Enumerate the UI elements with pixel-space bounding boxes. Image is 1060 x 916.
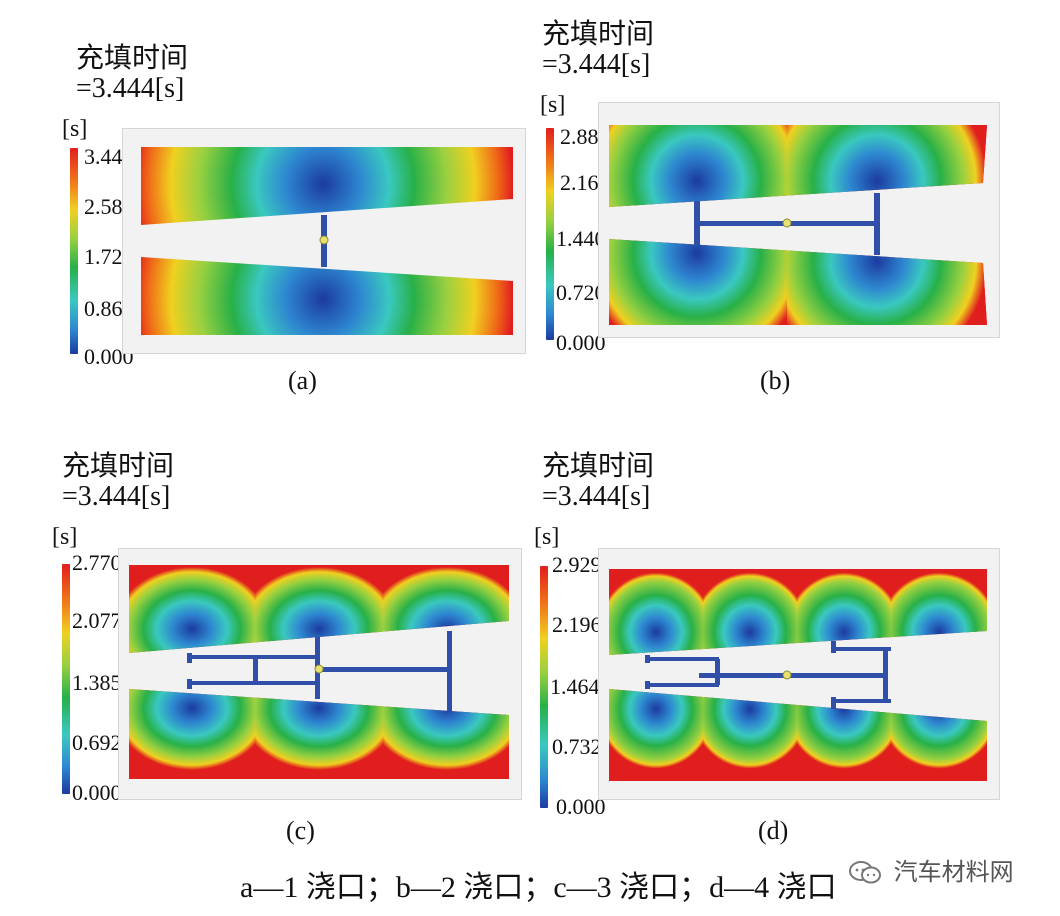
watermark-text: 汽车材料网 <box>893 858 1014 886</box>
panel-a-upper-part <box>141 147 513 225</box>
panel-b-upper-left-zone <box>609 125 787 207</box>
panel-b-upper-right-zone <box>787 125 987 196</box>
panel-c-tick-2: 2.077 <box>72 608 122 633</box>
panel-c-tick-3: 1.385 <box>72 670 122 695</box>
panel-a-tick-max: 3.444 <box>84 144 134 169</box>
panel-b-unit: [s] <box>540 92 566 118</box>
panel-c-label: (c) <box>286 816 315 845</box>
panel-d-unit: [s] <box>534 524 560 550</box>
panel-d-tick-3: 1.464 <box>550 674 600 699</box>
panel-c-plot <box>118 548 522 800</box>
panel-d-lower-part <box>609 689 987 781</box>
panel-b-label: (b) <box>760 366 791 395</box>
figure-caption: a—1 浇口；b—2 浇口；c—3 浇口；d—4 浇口 <box>240 871 837 904</box>
panel-a-unit: [s] <box>62 116 88 142</box>
panel-d-tick-max: 2.929 <box>552 552 602 577</box>
panel-c-tick-min: 0.000 <box>72 780 122 805</box>
panel-a-label: (a) <box>288 366 317 395</box>
chat-bubbles-icon <box>848 860 882 886</box>
panel-d-gate <box>782 670 792 680</box>
panel-c-color-scale <box>62 564 70 794</box>
panel-a-tick-3: 1.722 <box>84 244 134 269</box>
panel-d-plot <box>598 548 1000 800</box>
panel-a-gate <box>319 235 329 245</box>
panel-d-tick-2: 2.196 <box>552 612 602 637</box>
panel-d-title: 充填时间 =3.444[s] <box>542 451 655 512</box>
panel-d-tick-min: 0.000 <box>556 794 606 819</box>
panel-c-tick-max: 2.770 <box>72 550 122 575</box>
panel-a-tick-min: 0.000 <box>84 344 134 369</box>
panel-b-tick-max: 2.881 <box>560 124 610 149</box>
panel-a-lower-part <box>141 257 513 335</box>
panel-d-label: (d) <box>758 816 789 845</box>
panel-b-lower-right-zone <box>787 250 987 325</box>
panel-d-upper-part <box>609 569 987 655</box>
panel-d-color-scale <box>540 566 548 808</box>
panel-b-title: 充填时间 =3.444[s] <box>542 19 655 80</box>
panel-b-tick-2: 2.160 <box>560 170 610 195</box>
panel-c-lower-part <box>129 689 509 779</box>
panel-d-runner-system <box>645 641 891 709</box>
panel-a-color-scale <box>70 148 78 354</box>
panel-b-lower-left-zone <box>609 239 787 325</box>
panel-b-runner-left <box>694 201 700 245</box>
panel-b-fill-map <box>609 125 987 325</box>
panel-b-tick-3: 1.440 <box>556 226 606 251</box>
panel-c-gate <box>314 664 324 674</box>
panel-b-tick-min: 0.000 <box>556 330 606 355</box>
panel-d-fill-map <box>609 569 987 781</box>
panel-b-runner-right <box>874 193 880 255</box>
watermark: 汽车材料网 <box>848 852 1014 887</box>
panel-a-tick-2: 2.583 <box>84 194 134 219</box>
panel-c-unit: [s] <box>52 524 78 550</box>
panel-c-fill-map <box>129 565 509 779</box>
panel-a-title: 充填时间 =3.444[s] <box>76 43 189 104</box>
panel-a-fill-map <box>141 147 513 335</box>
panel-c-title: 充填时间 =3.444[s] <box>62 451 175 512</box>
panel-b-plot <box>598 102 1000 338</box>
panel-b-gate <box>782 218 792 228</box>
panel-b-color-scale <box>546 128 554 340</box>
panel-a-plot <box>122 128 526 354</box>
